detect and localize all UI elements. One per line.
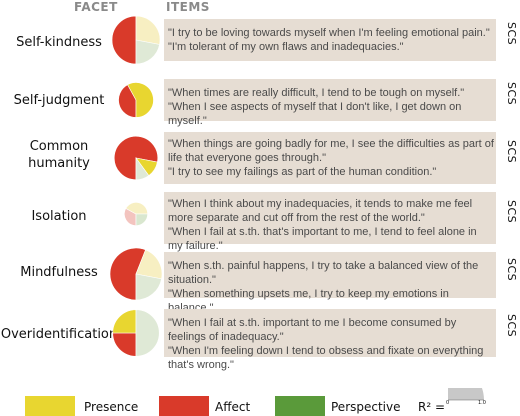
legend-perspective-swatch: [275, 396, 325, 416]
item-text: "I try to see my failings as part of the…: [168, 166, 437, 178]
pie-slice-perspective: [135, 157, 150, 181]
item-text: "When I see aspects of myself that I don…: [168, 101, 462, 127]
pie-slice-presence: [127, 82, 154, 118]
facet-label: Overidentification: [0, 327, 118, 342]
scs-tag: SCS: [505, 258, 518, 282]
items-box: "I try to be loving towards myself when …: [164, 19, 496, 61]
item-text: "I'm tolerant of my own flaws and inadeq…: [168, 41, 404, 53]
pie-slice-affect: [111, 15, 137, 65]
item-text: "When things are going badly for me, I s…: [168, 138, 494, 164]
pie-slice-perspective: [135, 309, 160, 357]
facet-header: FACET: [74, 0, 118, 14]
facet-pie: [110, 14, 162, 66]
facet-pie: [110, 74, 162, 126]
item-text: "When I think about my inadequacies, it …: [168, 198, 473, 224]
scs-tag: SCS: [505, 82, 518, 106]
legend-affect-label: Affect: [215, 400, 251, 414]
legend-affect-swatch: [159, 396, 209, 416]
items-box: "When s.th. painful happens, I try to ta…: [164, 252, 496, 314]
facet-label: Common humanity: [28, 139, 90, 171]
scs-tag: SCS: [505, 22, 518, 46]
pie-slice-affect: [110, 248, 146, 300]
pie-slice-presence: [125, 202, 148, 215]
facet-label: Self-judgment: [13, 93, 105, 108]
legend-r2-label: R² =: [418, 400, 446, 414]
facet-label: Isolation: [31, 209, 87, 224]
pie-slice-presence: [112, 309, 137, 334]
scs-tag: SCS: [505, 140, 518, 164]
items-header: ITEMS: [166, 0, 210, 14]
pie-slice-perspective: [135, 273, 162, 300]
facet-label: Self-kindness: [16, 35, 102, 50]
scs-tag: SCS: [505, 314, 518, 338]
item-text: "When I fail at s.th. important to me I …: [168, 317, 457, 343]
item-text: "I try to be loving towards myself when …: [168, 27, 490, 39]
legend-r2-tick-min: 0: [446, 400, 450, 406]
pie-slice-affect: [112, 332, 137, 357]
legend-perspective-label: Perspective: [331, 400, 401, 414]
item-text: "When times are really difficult, I tend…: [168, 87, 465, 99]
items-box: "When things are going badly for me, I s…: [164, 132, 496, 184]
item-text: "When s.th. painful happens, I try to ta…: [168, 260, 479, 286]
pie-slice-presence: [135, 15, 161, 45]
item-text: "When I'm feeling down I tend to obsess …: [168, 345, 484, 371]
legend-presence-swatch: [25, 396, 75, 416]
items-box: "When I think about my inadequacies, it …: [164, 192, 496, 252]
legend-r2-quarter-circle: [448, 388, 484, 401]
pie-slice-presence: [135, 249, 162, 280]
items-box: "When times are really difficult, I tend…: [164, 79, 496, 127]
item-text: "When I fail at s.th. that's important t…: [168, 226, 477, 252]
pie-slice-affect: [118, 84, 137, 118]
pie-slice-perspective: [135, 39, 160, 65]
legend-presence-label: Presence: [84, 400, 139, 414]
facet-pie: [110, 188, 162, 240]
pie-slice-perspective: [135, 213, 148, 226]
facet-pie: [110, 132, 162, 184]
scs-tag: SCS: [505, 200, 518, 224]
legend-r2-tick-max: 1.0: [478, 400, 486, 406]
facet-pie: [110, 307, 162, 359]
facet-label: Mindfulness: [20, 265, 98, 280]
items-box: "When I fail at s.th. important to me I …: [164, 309, 496, 371]
facet-pie: [110, 248, 162, 300]
